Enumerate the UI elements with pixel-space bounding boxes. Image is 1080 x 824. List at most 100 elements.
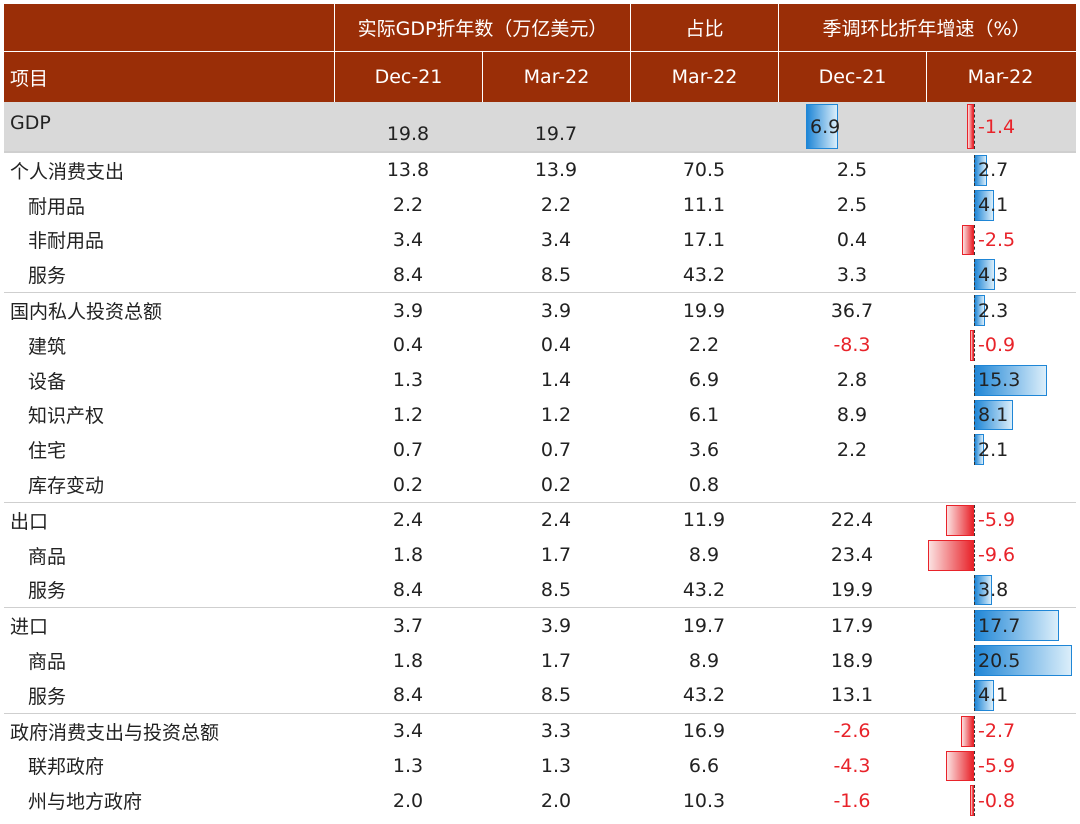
value-mar22-growth: 2.7 bbox=[926, 153, 1074, 188]
value-dec21-growth bbox=[778, 467, 926, 502]
growth-bar-label: 3.8 bbox=[978, 578, 1009, 601]
value-mar22-real: 8.5 bbox=[540, 684, 572, 707]
growth-bar bbox=[927, 539, 974, 571]
value-dec21-growth: 6.9 bbox=[778, 102, 926, 151]
table-row: 服务 8.4 8.5 43.2 3.3 4.3 bbox=[4, 257, 1076, 292]
header-col-dec21-real: Dec-21 bbox=[334, 52, 482, 102]
bar-axis bbox=[974, 434, 975, 466]
header-group-row: 实际GDP折年数（万亿美元） 占比 季调环比折年增速（%） bbox=[4, 4, 1076, 52]
table-row: 非耐用品 3.4 3.4 17.1 0.4 -2.5 bbox=[4, 223, 1076, 258]
row-label: GDP bbox=[10, 112, 51, 134]
value-mar22-growth: -5.9 bbox=[926, 503, 1074, 538]
value-mar22-real: 2.0 bbox=[540, 789, 572, 812]
table-row: 库存变动 0.2 0.2 0.8 bbox=[4, 467, 1076, 502]
table-row: 国内私人投资总额 3.9 3.9 19.9 36.7 2.3 bbox=[4, 292, 1076, 328]
value-mar22-share: 70.5 bbox=[682, 159, 726, 182]
value-mar22-share: 3.6 bbox=[688, 438, 720, 461]
growth-bar-label: -9.6 bbox=[978, 544, 1016, 567]
bar-axis bbox=[974, 504, 975, 536]
row-label: 非耐用品 bbox=[28, 230, 105, 253]
table-row: 进口 3.7 3.9 19.7 17.9 17.7 bbox=[4, 607, 1076, 643]
table-row: 商品 1.8 1.7 8.9 18.9 20.5 bbox=[4, 643, 1076, 678]
growth-bar bbox=[974, 399, 1013, 431]
value-mar22-real: 19.7 bbox=[534, 123, 578, 145]
value-dec21-real: 0.7 bbox=[392, 438, 424, 461]
value-dec21-real: 1.2 bbox=[392, 403, 424, 426]
row-label: 联邦政府 bbox=[28, 756, 105, 779]
value-mar22-share: 8.9 bbox=[688, 544, 720, 567]
growth-bar bbox=[969, 329, 974, 361]
value-mar22-growth: -1.4 bbox=[926, 102, 1074, 151]
value-mar22-growth: 2.1 bbox=[926, 432, 1074, 467]
value-mar22-growth: -0.8 bbox=[926, 783, 1074, 818]
value-dec21-growth: 0.4 bbox=[836, 228, 868, 251]
header-group-growth: 季调环比折年增速（%） bbox=[778, 4, 1074, 51]
growth-bar-label: 2.1 bbox=[978, 438, 1009, 461]
table-row: 住宅 0.7 0.7 3.6 2.2 2.1 bbox=[4, 432, 1076, 467]
value-dec21-growth: -2.6 bbox=[833, 720, 871, 743]
value-mar22-real: 8.5 bbox=[540, 263, 572, 286]
growth-bar-label: 4.3 bbox=[978, 263, 1009, 286]
row-label: 设备 bbox=[28, 370, 67, 393]
bar-axis bbox=[974, 715, 975, 747]
growth-bar bbox=[806, 104, 838, 149]
value-mar22-share: 19.7 bbox=[682, 614, 726, 637]
value-dec21-growth: 17.9 bbox=[830, 614, 874, 637]
row-label: 出口 bbox=[10, 510, 49, 533]
growth-bar-label: 8.1 bbox=[978, 403, 1009, 426]
value-mar22-share: 0.8 bbox=[688, 473, 720, 496]
value-mar22-share: 2.2 bbox=[688, 334, 720, 357]
header-col-dec21-growth: Dec-21 bbox=[778, 52, 926, 102]
row-label: 住宅 bbox=[28, 440, 67, 463]
growth-bar bbox=[961, 715, 974, 747]
value-dec21-real: 1.3 bbox=[392, 369, 424, 392]
value-dec21-growth: 8.9 bbox=[836, 403, 868, 426]
value-mar22-real: 3.9 bbox=[540, 299, 572, 322]
row-label: 进口 bbox=[10, 616, 49, 639]
row-label: 服务 bbox=[28, 265, 67, 288]
growth-bar-label: 17.7 bbox=[978, 614, 1021, 637]
value-mar22-share: 6.9 bbox=[688, 369, 720, 392]
value-mar22-real: 8.5 bbox=[540, 578, 572, 601]
bar-axis bbox=[974, 539, 975, 571]
value-dec21-real: 3.4 bbox=[392, 720, 424, 743]
table-row: 个人消费支出 13.8 13.9 70.5 2.5 2.7 bbox=[4, 152, 1076, 188]
table-body: GDP 19.8 19.7 6.9 -1.4 个人消费支出 13.8 13.9 70.5 2.5 2… bbox=[4, 102, 1076, 818]
bar-axis bbox=[974, 295, 975, 326]
value-dec21-real: 2.4 bbox=[392, 509, 424, 532]
value-mar22-share: 6.1 bbox=[688, 403, 720, 426]
table-row: 建筑 0.4 0.4 2.2 -8.3 -0.9 bbox=[4, 328, 1076, 363]
value-mar22-share: 19.9 bbox=[682, 299, 726, 322]
value-mar22-real: 0.7 bbox=[540, 438, 572, 461]
value-mar22-growth: 4.1 bbox=[926, 188, 1074, 223]
value-dec21-growth: 2.5 bbox=[836, 194, 868, 217]
growth-bar bbox=[945, 504, 974, 536]
value-dec21-growth: 19.9 bbox=[830, 578, 874, 601]
bar-axis bbox=[974, 750, 975, 782]
value-mar22-share bbox=[630, 102, 778, 151]
row-label: 库存变动 bbox=[28, 475, 105, 498]
table-row: 设备 1.3 1.4 6.9 2.8 15.3 bbox=[4, 363, 1076, 398]
row-label: 商品 bbox=[28, 651, 67, 674]
bar-axis bbox=[974, 155, 975, 186]
value-mar22-growth: -2.7 bbox=[926, 714, 1074, 749]
value-mar22-growth: -2.5 bbox=[926, 223, 1074, 258]
table-row: 州与地方政府 2.0 2.0 10.3 -1.6 -0.8 bbox=[4, 783, 1076, 818]
growth-bar bbox=[974, 610, 1059, 642]
table-row: 政府消费支出与投资总额 3.4 3.3 16.9 -2.6 -2.7 bbox=[4, 712, 1076, 749]
value-mar22-growth: 17.7 bbox=[926, 608, 1074, 643]
value-dec21-real: 19.8 bbox=[386, 123, 430, 145]
bar-axis bbox=[974, 259, 975, 291]
value-dec21-growth: 2.2 bbox=[836, 438, 868, 461]
value-dec21-growth: 2.8 bbox=[836, 369, 868, 392]
value-mar22-growth: -9.6 bbox=[926, 538, 1074, 573]
value-dec21-growth: 3.3 bbox=[836, 263, 868, 286]
header-column-row: 项目 Dec-21 Mar-22 Mar-22 Dec-21 Mar-22 bbox=[4, 52, 1076, 102]
row-label: 服务 bbox=[28, 580, 67, 603]
value-dec21-real: 3.4 bbox=[392, 228, 424, 251]
value-mar22-growth: 3.8 bbox=[926, 573, 1074, 608]
table-row: 商品 1.8 1.7 8.9 23.4 -9.6 bbox=[4, 538, 1076, 573]
value-mar22-growth: 4.1 bbox=[926, 678, 1074, 713]
bar-axis bbox=[974, 574, 975, 606]
growth-bar bbox=[974, 364, 1048, 396]
